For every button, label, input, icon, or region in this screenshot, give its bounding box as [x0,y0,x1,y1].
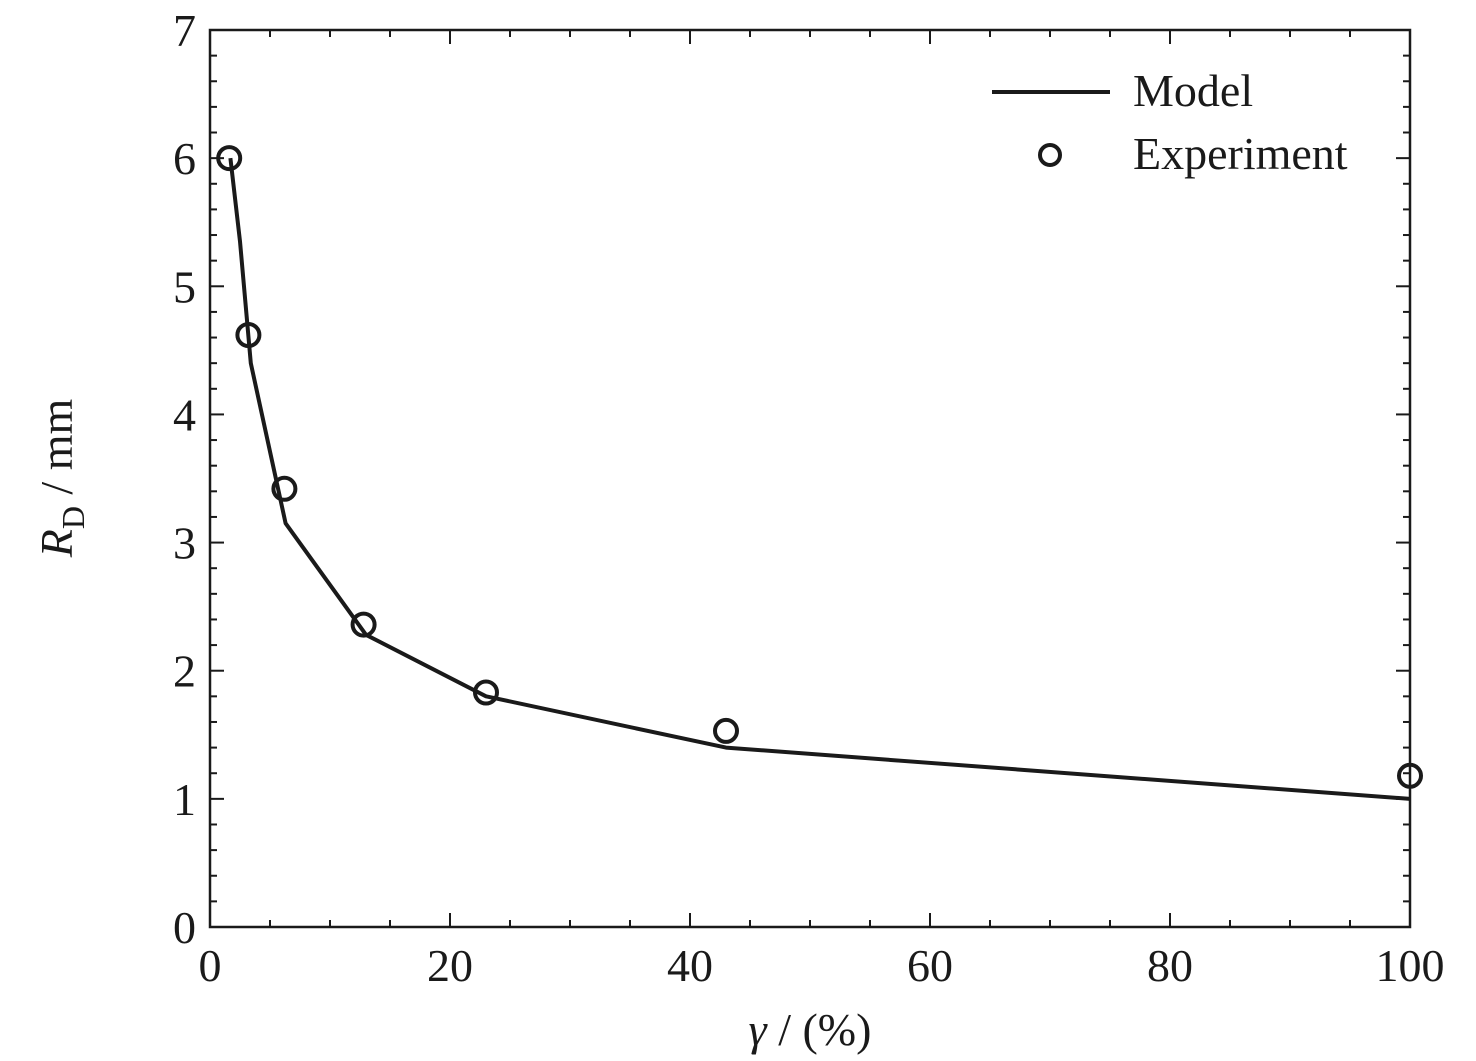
x-tick-label: 40 [667,940,713,991]
x-axis-label-symbol: γ [749,1004,769,1055]
experiment-point [216,145,243,172]
y-axis-label-symbol: R [31,529,82,558]
y-axis-ticks: 0 1 2 3 4 5 6 7 [173,5,1410,953]
y-axis-label: RD / mm [31,399,91,559]
y-axis-label-unit: / mm [31,399,82,507]
y-axis-label-subscript: D [55,506,91,529]
x-tick-label: 100 [1376,940,1445,991]
x-axis-label: γ / (%) [749,1004,872,1055]
y-tick-label: 0 [173,902,196,953]
y-tick-label: 2 [173,646,196,697]
x-tick-label: 0 [199,940,222,991]
legend: Model Experiment [992,65,1348,179]
experiment-point [235,322,262,348]
y-tick-label: 6 [173,133,196,184]
experiment-point [713,717,739,744]
experiment-point [473,679,499,706]
x-axis-label-unit: / (%) [767,1004,872,1055]
experiment-point [271,475,298,502]
model-curve [228,157,1411,801]
y-tick-label: 4 [173,389,196,440]
x-axis-ticks: 0 20 40 60 80 100 [199,30,1445,991]
y-tick-label: 3 [173,518,196,569]
series-layer [216,145,1423,801]
x-tick-label: 80 [1147,940,1193,991]
legend-experiment-swatch [1038,143,1062,167]
y-tick-label: 7 [173,5,196,56]
y-tick-label: 1 [173,774,196,825]
legend-model-label: Model [1133,65,1253,116]
legend-experiment-label: Experiment [1133,128,1348,179]
experiment-point [1397,762,1423,789]
y-tick-label: 5 [173,261,196,312]
x-tick-label: 20 [427,940,473,991]
x-tick-label: 60 [907,940,953,991]
experiment-point [350,611,377,638]
